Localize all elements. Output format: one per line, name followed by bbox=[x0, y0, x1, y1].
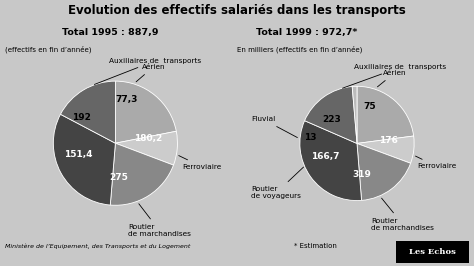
Text: 223: 223 bbox=[322, 115, 341, 124]
Text: 192: 192 bbox=[72, 113, 91, 122]
Text: 275: 275 bbox=[109, 173, 128, 182]
Text: Routier
de marchandises: Routier de marchandises bbox=[128, 204, 191, 237]
Text: Auxiliaires de  transports: Auxiliaires de transports bbox=[343, 64, 446, 88]
Text: Routier
de marchandises: Routier de marchandises bbox=[371, 198, 434, 231]
Wedge shape bbox=[300, 121, 362, 201]
Wedge shape bbox=[115, 131, 177, 165]
Wedge shape bbox=[357, 143, 410, 200]
Text: Ferroviaire: Ferroviaire bbox=[416, 156, 456, 169]
Wedge shape bbox=[357, 136, 414, 163]
Text: 75: 75 bbox=[363, 102, 376, 111]
Text: Evolution des effectifs salariés dans les transports: Evolution des effectifs salariés dans le… bbox=[68, 4, 406, 17]
Text: 77,3: 77,3 bbox=[115, 95, 138, 104]
Text: 13: 13 bbox=[304, 133, 316, 142]
Text: Ferroviaire: Ferroviaire bbox=[179, 156, 222, 170]
Text: Auxiliaires de  transports: Auxiliaires de transports bbox=[94, 58, 201, 85]
Wedge shape bbox=[352, 86, 357, 143]
Text: 151,4: 151,4 bbox=[64, 150, 92, 159]
Text: Les Echos: Les Echos bbox=[409, 248, 456, 256]
Text: 319: 319 bbox=[352, 170, 371, 179]
Text: 176: 176 bbox=[379, 136, 398, 145]
Text: En milliers (effectifs en fin d’année): En milliers (effectifs en fin d’année) bbox=[237, 45, 363, 53]
Wedge shape bbox=[357, 86, 414, 143]
Text: Aérien: Aérien bbox=[377, 70, 406, 87]
Text: Fluvial: Fluvial bbox=[251, 117, 297, 138]
Text: 180,2: 180,2 bbox=[134, 134, 162, 143]
Wedge shape bbox=[110, 143, 173, 205]
Text: Aérien: Aérien bbox=[136, 64, 165, 82]
Text: Total 1999 : 972,7*: Total 1999 : 972,7* bbox=[256, 28, 357, 37]
Text: 166,7: 166,7 bbox=[311, 152, 340, 160]
Text: * Estimation: * Estimation bbox=[294, 243, 337, 249]
Text: Total 1995 : 887,9: Total 1995 : 887,9 bbox=[62, 28, 158, 37]
Wedge shape bbox=[115, 81, 176, 143]
Text: (effectifs en fin d’année): (effectifs en fin d’année) bbox=[5, 45, 91, 53]
Wedge shape bbox=[54, 114, 115, 205]
Text: Ministère de l’Equipement, des Transports et du Logement: Ministère de l’Equipement, des Transport… bbox=[5, 243, 190, 249]
Wedge shape bbox=[305, 86, 357, 143]
Wedge shape bbox=[61, 81, 115, 143]
Text: Routier
de voyageurs: Routier de voyageurs bbox=[251, 167, 303, 199]
